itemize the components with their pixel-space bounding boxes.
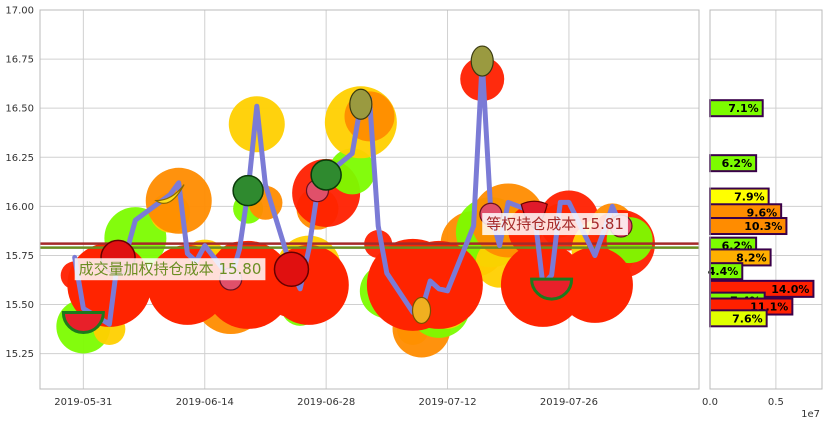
melon-marker (310, 159, 342, 191)
main-price-panel: 15.25 15.50 15.75 16.00 16.25 16.50 16.75 17.00… (5, 6, 700, 408)
y-tick-label: 16.75 (5, 55, 34, 66)
x-tick-label: 2019-06-28 (297, 397, 355, 408)
y-tick-label: 16.50 (5, 104, 34, 115)
melon-marker (232, 174, 264, 207)
volume-bar-label: 7.1% (728, 102, 759, 115)
volume-blob (394, 240, 483, 329)
volume-profile-panel: 0.0 0.51e77.1%6.2%7.9%9.6%10.3%6.2%8.2%4.… (702, 9, 823, 420)
watermelon-marker (530, 277, 574, 301)
apple-marker (273, 251, 310, 287)
y-tick-label: 16.00 (5, 202, 34, 213)
volume-bar-label: 4.4% (708, 265, 739, 278)
volume-blob (556, 246, 633, 323)
pear-marker (349, 88, 373, 120)
y-tick-label: 15.25 (5, 349, 34, 360)
cost-annotation: 成交量加权持仓成本 15.80 (79, 260, 262, 278)
x-tick-label: 2019-06-14 (176, 397, 234, 408)
volume-bar-label: 8.2% (736, 251, 767, 264)
y-tick-label: 15.75 (5, 251, 34, 262)
plot-frame (39, 9, 700, 390)
watermelon-marker (61, 310, 105, 334)
plot-area (40, 10, 699, 389)
volume-bar-label: 10.3% (744, 220, 782, 233)
pear-marker (470, 45, 494, 77)
volume-bar-label: 7.9% (734, 191, 765, 204)
y-tick-label: 17.00 (5, 6, 34, 17)
y-tick-label: 15.50 (5, 300, 34, 311)
x-tick-label: 2019-07-12 (418, 397, 476, 408)
banana-marker (154, 184, 185, 204)
pineapple-marker (411, 296, 432, 325)
annotation-box (74, 258, 266, 281)
y-tick-label: 16.25 (5, 153, 34, 164)
side-offset-label: 1e7 (801, 409, 820, 420)
cost-annotation: 等权持仓成本 15.81 (486, 215, 624, 233)
x-tick-label: 2019-07-26 (540, 397, 598, 408)
annotation-box (482, 213, 628, 236)
volume-bar-label: 7.6% (732, 312, 763, 325)
volume-bar-label: 9.6% (747, 206, 778, 219)
side-plot-frame (709, 9, 823, 390)
volume-bar-label: 6.2% (722, 157, 753, 170)
side-x-tick-label: 0.0 (702, 397, 718, 408)
volume-bar-label: 14.0% (771, 283, 809, 296)
side-x-tick-label: 0.5 (768, 397, 784, 408)
x-tick-label: 2019-05-31 (54, 397, 112, 408)
